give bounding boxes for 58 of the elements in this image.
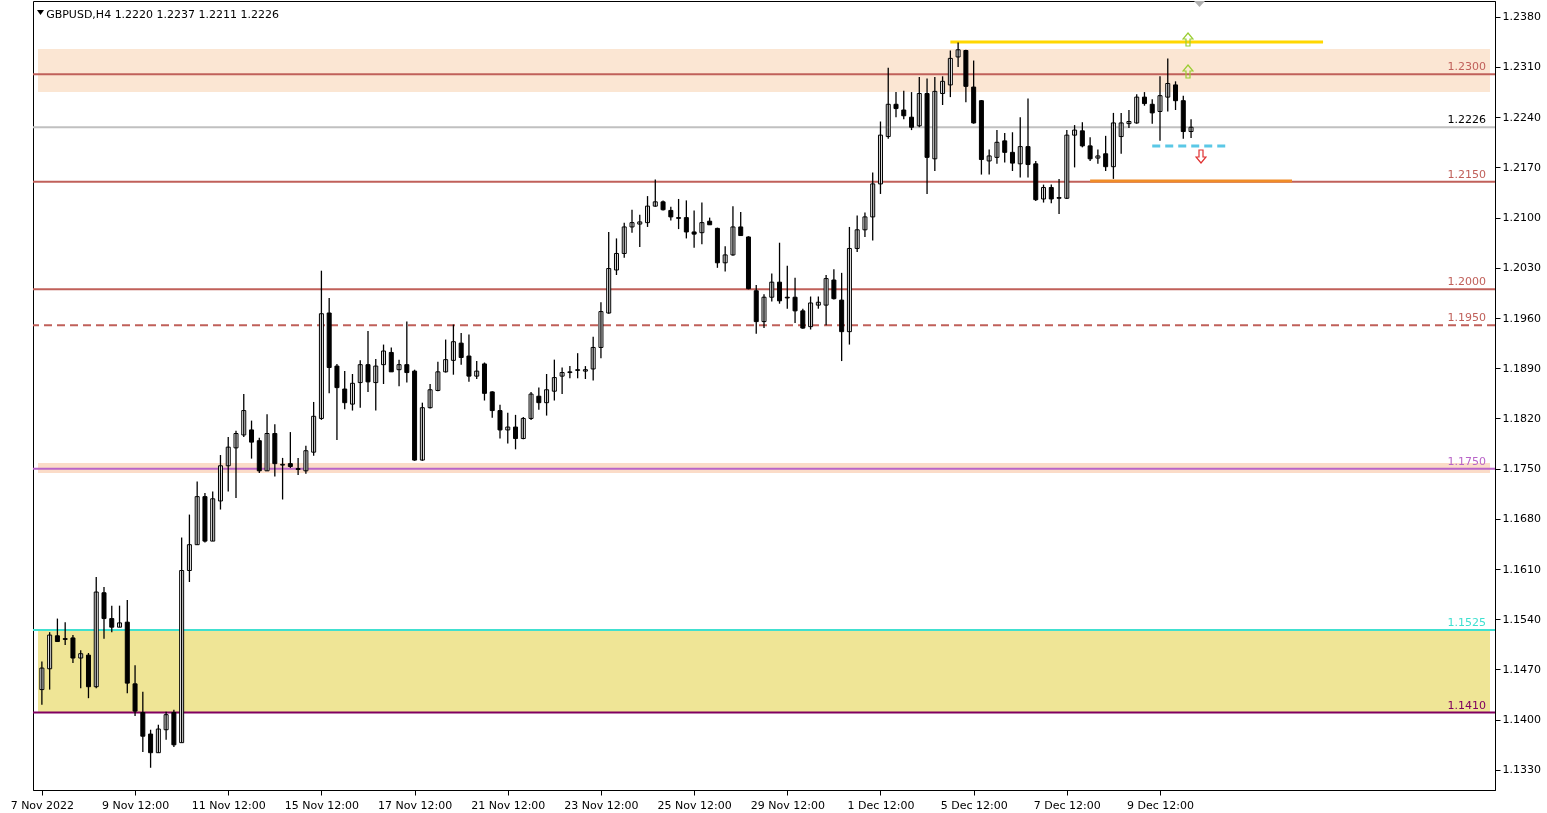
y-tick-label: 1.1960 [1502,311,1541,325]
y-tick-label: 1.1610 [1502,562,1541,576]
x-tick-label: 7 Dec 12:00 [1033,798,1101,812]
ref-line-label: 1.1525 [1447,616,1486,630]
y-tick-label: 1.1400 [1502,713,1541,727]
y-tick-label: 1.1680 [1502,512,1541,526]
candlestick [280,457,286,501]
y-tick-label: 1.2030 [1502,261,1541,275]
ref-line-label: 1.2150 [1447,167,1486,181]
candlestick [652,178,658,208]
candlestick [117,605,123,628]
x-tick-label: 17 Nov 12:00 [378,798,453,812]
x-tick-label: 9 Dec 12:00 [1127,798,1194,812]
x-tick-label: 7 Nov 2022 [10,798,75,812]
candlestick [691,209,697,249]
y-tick-label: 1.2100 [1502,211,1541,225]
y-tick-label: 1.1330 [1502,763,1541,777]
y-tick-label: 1.1890 [1502,361,1541,375]
candlestick [295,457,301,476]
y-tick-label: 1.1750 [1502,462,1541,476]
candlestick [629,209,635,234]
candlestick [559,366,565,395]
candlestick [575,352,581,379]
y-tick-label: 1.2380 [1502,10,1541,24]
x-tick-label: 25 Nov 12:00 [657,798,732,812]
candlestick [784,265,790,310]
y-tick-label: 1.1820 [1502,411,1541,425]
ref-line-label: 1.1410 [1447,698,1486,712]
x-tick-label: 9 Nov 12:00 [101,798,170,812]
ref-line-label: 1.1750 [1447,454,1486,468]
ref-line-label: 1.2000 [1447,275,1486,289]
x-tick-label: 15 Nov 12:00 [284,798,359,812]
candlestick [62,621,68,646]
candlestick [1072,124,1078,169]
x-tick-label: 23 Nov 12:00 [564,798,639,812]
ref-line-label: 1.2300 [1447,60,1486,74]
x-tick-label: 29 Nov 12:00 [750,798,825,812]
y-tick-label: 1.1470 [1502,663,1541,676]
candlestick [986,148,992,176]
y-tick-label: 1.1540 [1502,612,1541,626]
candlestick [78,649,84,689]
ref-line-label: 1.1950 [1447,311,1486,325]
x-tick-label: 5 Dec 12:00 [940,798,1008,812]
x-tick-label: 11 Nov 12:00 [191,798,266,812]
ref-line-label: 1.2226 [1447,113,1486,127]
y-tick-label: 1.2240 [1502,110,1541,124]
candlestick [676,198,682,230]
candlestick [955,41,961,68]
candlestick [1095,148,1101,165]
y-tick-label: 1.2310 [1502,60,1541,74]
x-tick-label: 1 Dec 12:00 [847,798,915,812]
y-tick-label: 1.2170 [1502,160,1541,174]
candlestick [505,412,511,445]
x-tick-label: 21 Nov 12:00 [471,798,546,812]
text: GBPUSD,H4 1.2220 1.2237 1.2211 1.2226 [46,8,280,21]
candlestick [637,214,643,248]
candlestick [1056,178,1062,215]
candlestick [567,365,573,379]
